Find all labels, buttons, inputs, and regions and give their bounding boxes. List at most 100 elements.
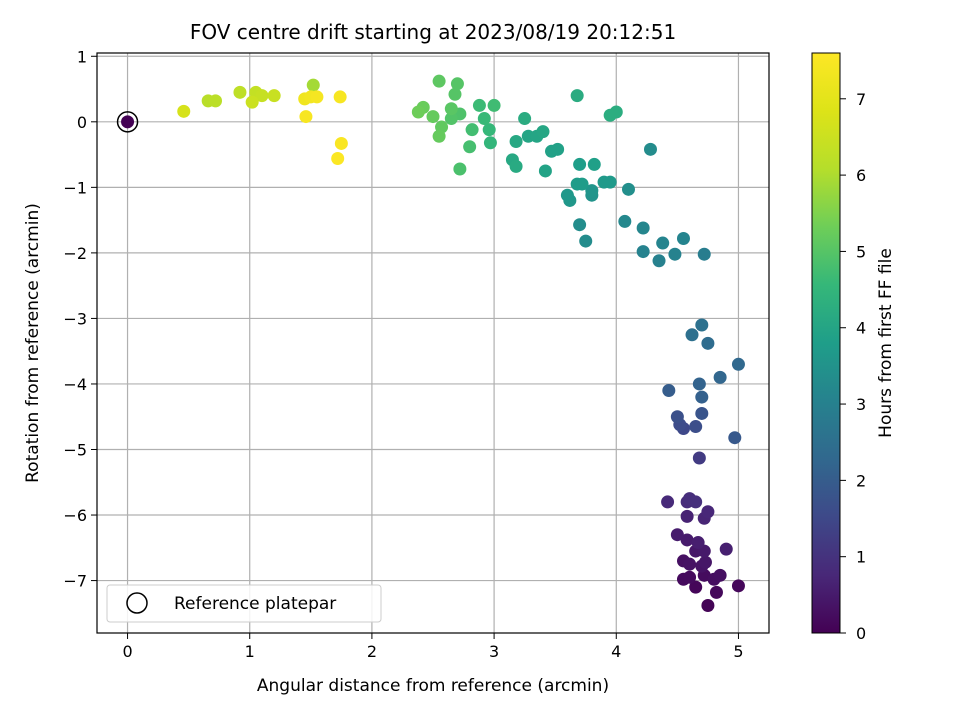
y-grid — [97, 55, 769, 582]
y-tick-label: 1 — [77, 47, 87, 66]
data-point — [575, 177, 589, 191]
data-point — [670, 410, 684, 424]
data-point — [450, 77, 464, 91]
x-tick-label: 3 — [489, 642, 499, 661]
data-point — [652, 254, 666, 268]
chart-title: FOV centre drift starting at 2023/08/19 … — [190, 20, 676, 44]
data-point — [432, 129, 446, 143]
data-point — [668, 247, 682, 261]
data-point — [670, 528, 684, 542]
y-tick-label: −1 — [63, 178, 87, 197]
data-point — [518, 112, 532, 126]
data-point — [692, 451, 706, 465]
data-point — [695, 390, 709, 404]
data-point — [719, 542, 733, 556]
data-point — [509, 159, 523, 173]
data-point — [662, 384, 676, 398]
colorbar-tick-label: 1 — [856, 548, 866, 567]
data-point — [709, 585, 723, 599]
data-point — [689, 495, 703, 509]
data-point — [177, 104, 191, 118]
colorbar-tick-label: 6 — [856, 166, 866, 185]
data-point — [245, 95, 259, 109]
legend-box — [106, 584, 382, 623]
data-point — [536, 125, 550, 139]
data-point — [683, 570, 697, 584]
data-point — [538, 164, 552, 178]
colorbar: 0 1 2 3 4 5 6 7 Hours from first FF file — [811, 52, 896, 643]
x-grid — [126, 53, 740, 633]
data-point — [477, 112, 491, 126]
data-point — [570, 89, 584, 103]
data-point — [676, 231, 690, 245]
colorbar-gradient — [811, 52, 841, 634]
data-point — [680, 509, 694, 523]
colorbar-tick-label: 4 — [856, 319, 866, 338]
data-point — [487, 98, 501, 112]
data-point — [411, 105, 425, 119]
data-point — [463, 140, 477, 154]
data-point — [310, 90, 324, 104]
scatter-points — [116, 74, 745, 612]
data-point — [465, 123, 479, 137]
data-point — [573, 218, 587, 232]
y-tick-label: −4 — [63, 375, 87, 394]
data-point — [692, 377, 706, 391]
data-point — [643, 142, 657, 156]
data-point — [609, 105, 623, 119]
x-axis-label: Angular distance from reference (arcmin) — [257, 676, 609, 696]
colorbar-label: Hours from first FF file — [876, 248, 896, 438]
colorbar-tick-label: 2 — [856, 471, 866, 490]
data-point — [453, 162, 467, 176]
y-tick-label: 0 — [77, 113, 87, 132]
data-point — [695, 318, 709, 332]
x-ticks: 0 1 2 3 4 5 — [122, 633, 744, 661]
data-point — [683, 557, 697, 571]
data-point — [713, 370, 727, 384]
data-point — [334, 136, 348, 150]
data-point — [209, 94, 223, 108]
data-point — [579, 234, 593, 248]
data-point — [701, 336, 715, 350]
data-point — [656, 236, 670, 250]
data-point — [731, 357, 745, 371]
data-point — [618, 214, 632, 228]
y-tick-label: −2 — [63, 244, 87, 263]
data-point — [689, 580, 703, 594]
data-point — [233, 85, 247, 99]
y-tick-label: −6 — [63, 506, 87, 525]
data-point — [331, 152, 345, 166]
data-point — [603, 175, 617, 189]
data-point — [509, 134, 523, 148]
data-point — [685, 328, 699, 342]
data-point — [573, 157, 587, 171]
data-point — [333, 90, 347, 104]
data-point — [121, 115, 135, 129]
y-tick-label: −3 — [63, 309, 87, 328]
y-ticks: 1 0 −1 −2 −3 −4 −5 −6 −7 — [63, 47, 97, 591]
y-axis-label: Rotation from reference (arcmin) — [23, 203, 43, 483]
data-point — [636, 245, 650, 259]
data-point — [482, 123, 496, 137]
data-point — [661, 495, 675, 509]
x-tick-label: 2 — [367, 642, 377, 661]
colorbar-tick-label: 5 — [856, 242, 866, 261]
data-point — [698, 555, 712, 569]
x-tick-label: 4 — [611, 642, 621, 661]
data-point — [426, 110, 440, 124]
data-point — [680, 533, 694, 547]
x-tick-label: 5 — [733, 642, 743, 661]
data-point — [306, 78, 320, 92]
data-point — [636, 221, 650, 235]
data-point — [587, 157, 601, 171]
y-tick-label: −5 — [63, 440, 87, 459]
data-point — [448, 87, 462, 101]
legend-marker-ring-icon — [126, 592, 148, 614]
data-point — [444, 112, 458, 126]
data-point — [701, 505, 715, 519]
data-point — [697, 247, 711, 261]
data-point — [691, 536, 705, 550]
colorbar-tick-label: 3 — [856, 395, 866, 414]
data-point — [701, 598, 715, 612]
